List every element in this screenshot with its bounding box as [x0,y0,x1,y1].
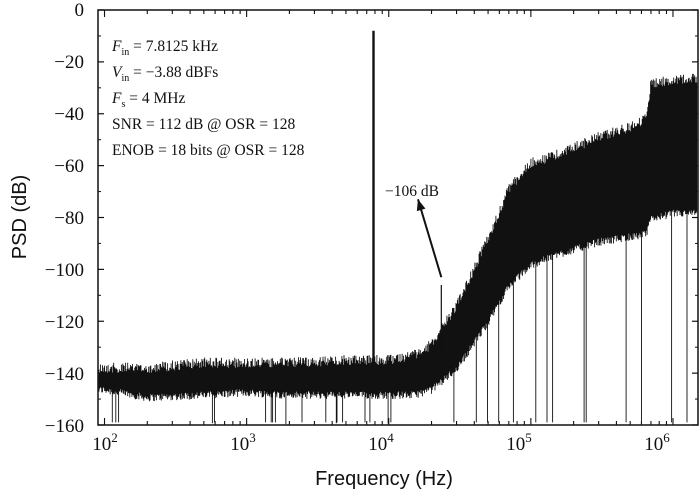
noise-floor-trace [98,73,698,425]
annotation-snr: SNR = 112 dB @ OSR = 128 [112,116,295,133]
y-tick-label: −120 [45,312,84,333]
x-tick-label: 102 [92,430,118,455]
y-tick-label: −60 [54,156,84,177]
x-tick-label: 104 [368,430,394,455]
annotation-sampling-frequency: Fs = 4 MHz [111,90,185,110]
y-tick-label: 0 [75,0,85,21]
annotation-input-amplitude: Vin = −3.88 dBFs [112,64,218,84]
noise-floor-series [98,73,698,425]
x-tick-label: 103 [230,430,256,455]
chart-marks [372,30,443,363]
spur-arrow-head [416,199,426,212]
x-tick-label: 106 [644,430,670,455]
y-tick-label: −20 [54,52,84,73]
y-tick-label: −40 [54,104,84,125]
annotation-input-frequency: Fin = 7.8125 kHz [111,38,218,58]
annotation-enob: ENOB = 18 bits @ OSR = 128 [112,142,305,159]
axis-ticks [98,9,698,426]
x-tick-label: 105 [506,430,532,455]
y-tick-label: −140 [45,364,84,385]
y-tick-label: −100 [45,260,84,281]
x-axis-title: Frequency (Hz) [315,468,453,490]
y-tick-label: −80 [54,208,84,229]
spur-label: −106 dB [385,183,439,200]
spur-arrow [417,199,443,278]
y-tick-label: −160 [45,416,84,437]
y-axis-title: PSD (dB) [9,175,31,259]
